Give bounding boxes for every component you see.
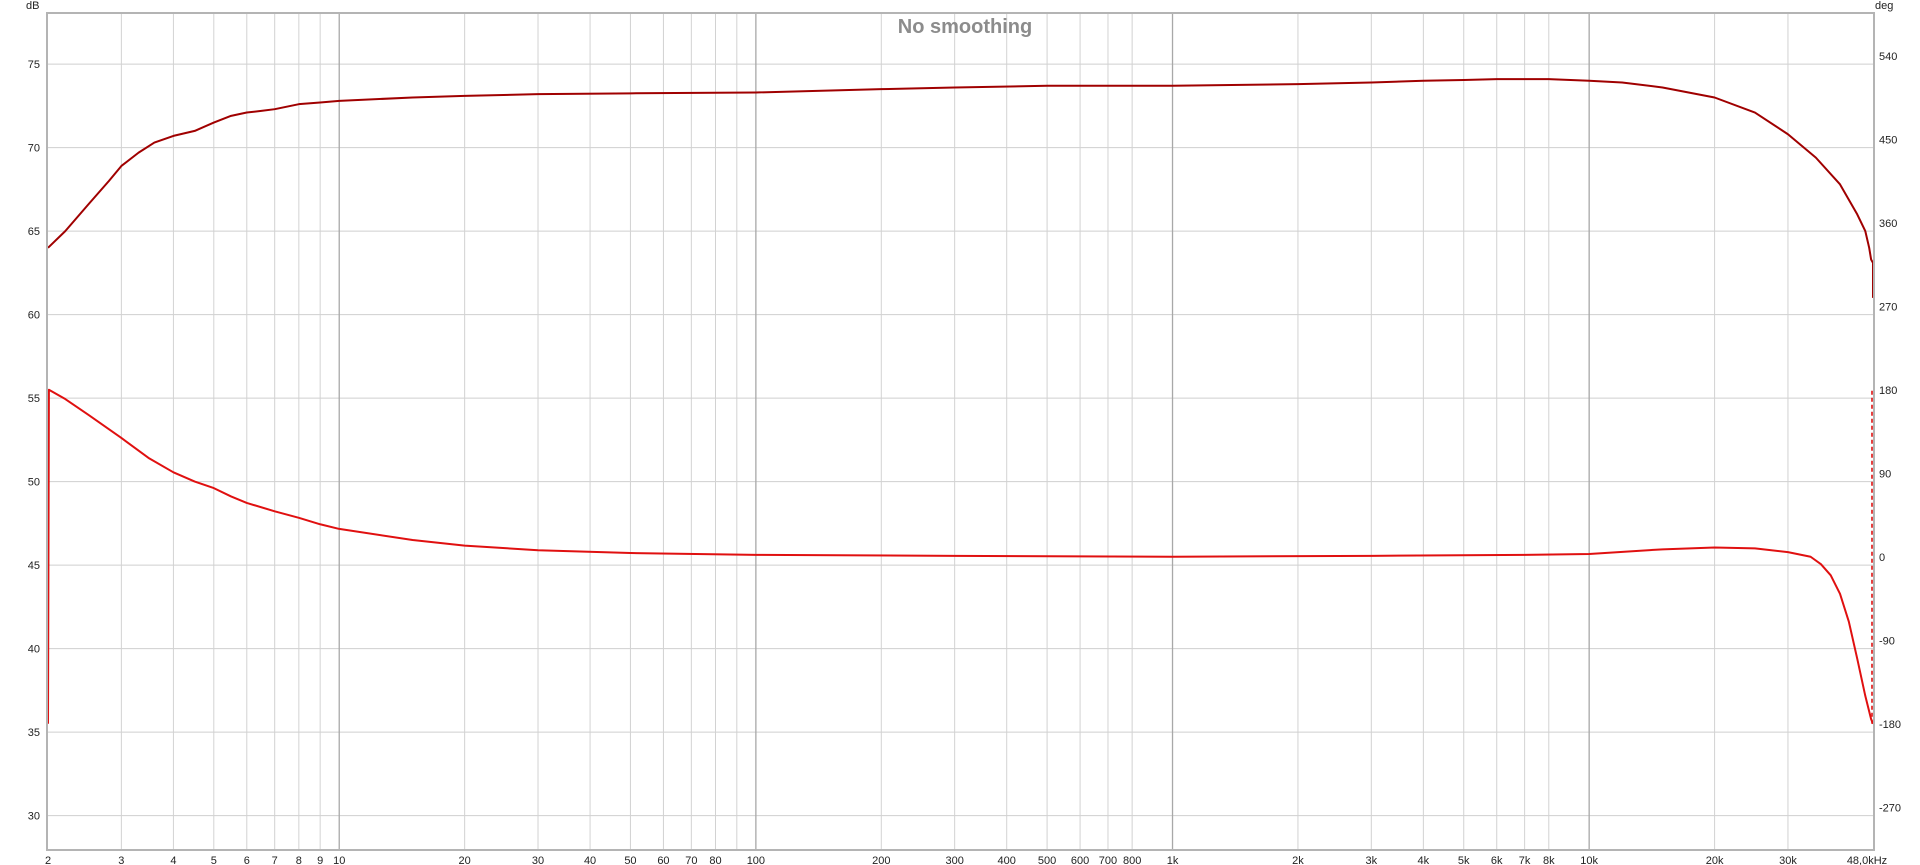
y-left-tick-label: 70 [28,143,40,155]
x-tick-label: 8 [296,855,302,865]
x-tick-label: 4k [1418,855,1430,865]
x-tick-label: 300 [945,855,963,865]
chart-title: No smoothing [898,16,1032,38]
x-tick-label: 30k [1779,855,1797,865]
y-right-tick-label: 180 [1879,385,1897,397]
x-tick-label: 1k [1167,855,1179,865]
x-tick-label: 20k [1706,855,1724,865]
axis-labels: 30354045505560657075-270-180-90090180270… [28,51,1901,865]
x-tick-label: 20 [459,855,471,865]
x-tick-label: 70 [685,855,697,865]
x-tick-label: 9 [317,855,323,865]
x-tick-label: 3k [1365,855,1377,865]
x-tick-label: 60 [657,855,669,865]
y-right-tick-label: 0 [1879,552,1885,564]
plot-frame [46,12,1875,851]
x-tick-label: 50 [624,855,636,865]
left-axis-unit-label: dB [26,0,39,12]
x-tick-label: 48,0kHz [1847,855,1887,865]
series-layer [47,78,1874,725]
x-tick-label: 3 [118,855,124,865]
x-tick-label: 10 [333,855,345,865]
y-left-tick-label: 55 [28,393,40,405]
y-left-tick-label: 40 [28,644,40,656]
x-tick-label: 4 [170,855,176,865]
y-right-tick-label: 270 [1879,301,1897,313]
y-left-tick-label: 65 [28,226,40,238]
x-tick-label: 5k [1458,855,1470,865]
x-tick-label: 5 [211,855,217,865]
x-tick-label: 400 [998,855,1016,865]
y-right-tick-label: 90 [1879,468,1891,480]
x-tick-label: 800 [1123,855,1141,865]
y-right-tick-label: -270 [1879,802,1901,814]
y-left-tick-label: 30 [28,811,40,823]
x-tick-label: 10k [1580,855,1598,865]
y-left-tick-label: 75 [28,59,40,71]
x-tick-label: 2k [1292,855,1304,865]
y-left-tick-label: 60 [28,310,40,322]
x-tick-label: 500 [1038,855,1056,865]
y-left-tick-label: 45 [28,560,40,572]
y-left-tick-label: 35 [28,727,40,739]
x-tick-label: 700 [1099,855,1117,865]
x-tick-label: 200 [872,855,890,865]
x-tick-label: 8k [1543,855,1555,865]
x-tick-label: 40 [584,855,596,865]
x-tick-label: 6 [244,855,250,865]
grid-lines [48,14,1873,849]
x-tick-label: 30 [532,855,544,865]
y-right-tick-label: 450 [1879,134,1897,146]
x-tick-label: 100 [747,855,765,865]
x-tick-label: 7 [272,855,278,865]
x-tick-label: 80 [709,855,721,865]
x-tick-label: 6k [1491,855,1503,865]
x-tick-label: 2 [45,855,51,865]
y-left-tick-label: 50 [28,477,40,489]
phase-curve [47,388,1874,725]
x-tick-label: 600 [1071,855,1089,865]
y-right-tick-label: 360 [1879,218,1897,230]
y-right-tick-label: 540 [1879,51,1897,63]
right-axis-unit-label: deg [1875,0,1893,12]
x-tick-label: 7k [1519,855,1531,865]
y-right-tick-label: -180 [1879,719,1901,731]
magnitude-curve [47,78,1874,298]
y-right-tick-label: -90 [1879,635,1895,647]
